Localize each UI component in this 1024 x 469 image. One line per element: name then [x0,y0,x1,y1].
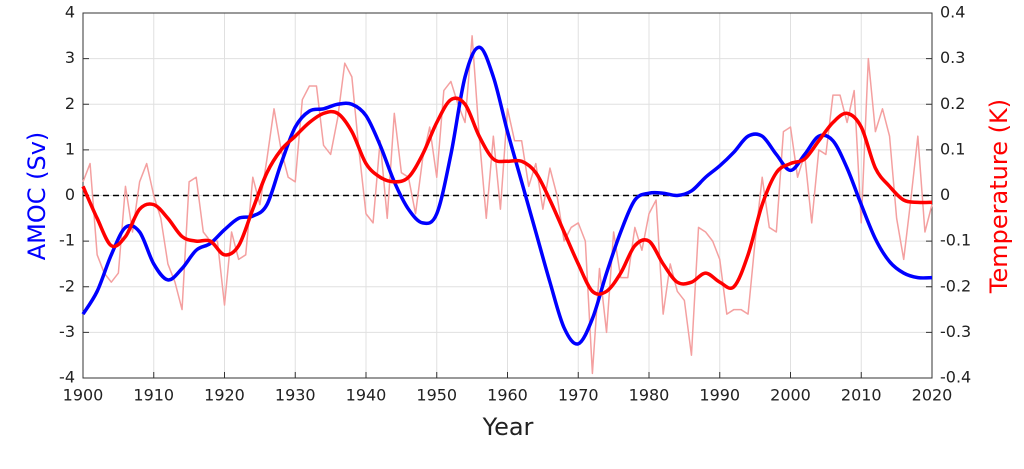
x-tick-label: 2020 [912,386,953,405]
x-tick-label: 1980 [629,386,670,405]
y-tick-label: -3 [59,322,75,341]
x-tick-label: 1940 [346,386,387,405]
y-tick-label: 4 [65,3,75,22]
x-tick-label: 1990 [699,386,740,405]
data-line [81,45,933,346]
y2-tick-label: -0.4 [940,368,971,387]
y-tick-label: 1 [65,139,75,158]
data-line [82,35,933,375]
x-tick-label: 2000 [770,386,811,405]
x-axis-label: Year [482,413,534,441]
y2-tick-label: 0.3 [940,48,965,67]
x-tick-label: 1930 [275,386,316,405]
x-tick-label: 1960 [487,386,528,405]
x-tick-label: 2010 [841,386,882,405]
y2-tick-label: 0.2 [940,94,965,113]
x-tick-label: 1970 [558,386,599,405]
x-tick-label: 1910 [133,386,174,405]
y-tick-label: 0 [65,185,75,204]
data-line [81,96,933,296]
x-tick-label: 1920 [204,386,245,405]
y2-tick-label: 0.4 [940,3,965,22]
y2-tick-label: -0.1 [940,231,971,250]
y-tick-label: 2 [65,94,75,113]
y2-tick-label: 0 [940,185,950,204]
y-tick-label: 3 [65,48,75,67]
y-tick-label: -4 [59,368,75,387]
y2-tick-label: 0.1 [940,139,965,158]
y-tick-label: -2 [59,276,75,295]
x-tick-label: 1950 [416,386,457,405]
y2-tick-label: -0.2 [940,276,971,295]
y-tick-label: -1 [59,231,75,250]
y2-axis-label: Temperature (K) [985,99,1013,294]
y-axis-label: AMOC (Sv) [23,132,51,261]
y2-tick-label: -0.3 [940,322,971,341]
x-tick-label: 1900 [63,386,104,405]
